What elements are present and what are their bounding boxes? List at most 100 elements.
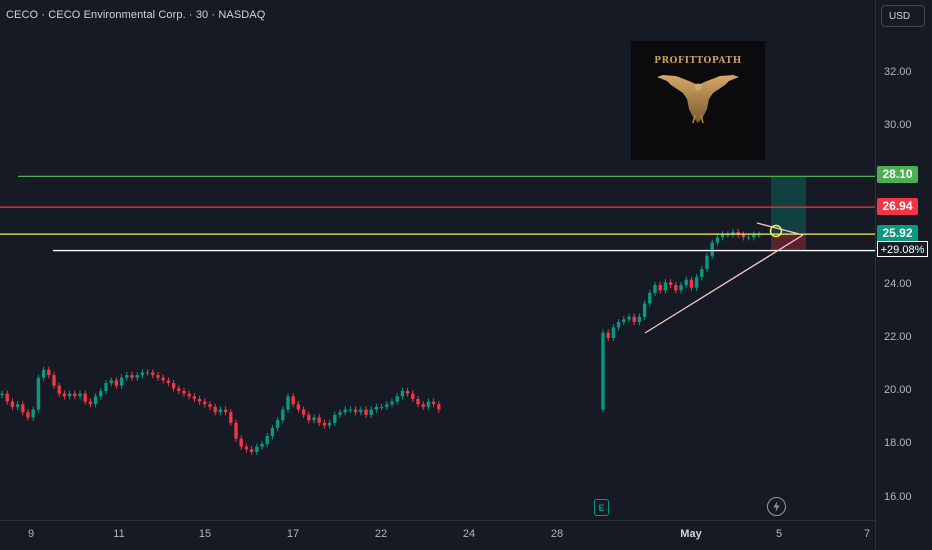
candle-body	[720, 234, 725, 238]
candle-body	[616, 322, 621, 328]
watermark-logo: PROFITTOPATH	[631, 41, 765, 160]
drawings-layer	[0, 175, 875, 334]
eagle-icon	[657, 75, 739, 124]
candle-body	[307, 414, 311, 421]
candle-body	[104, 383, 108, 391]
candle-body	[291, 396, 295, 405]
price-tick-label: 22.00	[884, 331, 912, 343]
candle-body	[437, 404, 441, 410]
candle-body	[249, 449, 254, 452]
candle-body	[161, 377, 165, 381]
earnings-marker-icon[interactable]: E	[594, 499, 609, 516]
symbol-title: CECO · CECO Environmental Corp. · 30 · N…	[6, 9, 266, 21]
candle-body	[622, 319, 626, 323]
candle-body	[41, 369, 46, 378]
time-tick-label: 11	[113, 528, 125, 540]
candle-body	[156, 375, 160, 378]
percent-change-label: +29.08%	[877, 241, 928, 257]
candle-body	[67, 393, 72, 397]
time-axis[interactable]	[0, 520, 875, 550]
candle-body	[746, 237, 751, 239]
candle-body	[395, 396, 399, 402]
candle-body	[431, 401, 436, 405]
candle-body	[62, 393, 67, 397]
candle-body	[223, 409, 228, 413]
candle-body	[57, 385, 61, 394]
candle-body	[327, 422, 332, 426]
time-tick-label: 5	[775, 528, 783, 540]
candle-body	[93, 396, 98, 405]
candle-body	[700, 269, 704, 278]
candle-body	[244, 446, 249, 450]
candle-body	[301, 409, 306, 415]
chart-canvas[interactable]: PROFITTOPATH CECO · CECO Environmental C…	[0, 0, 875, 520]
candle-body	[26, 412, 30, 418]
candle-body	[606, 332, 610, 338]
candle-body	[421, 404, 425, 407]
candle-body	[125, 375, 129, 378]
candle-body	[140, 372, 145, 376]
price-tick-label: 32.00	[884, 66, 912, 78]
candle-body	[359, 409, 363, 413]
chart-plot[interactable]	[0, 0, 875, 520]
candle-body	[601, 332, 605, 410]
candle-body	[171, 383, 176, 389]
candle-body	[78, 393, 82, 397]
price-tick-label: 18.00	[884, 437, 912, 449]
candle-body	[296, 404, 301, 410]
candle-body	[286, 396, 290, 410]
candle-body	[15, 404, 20, 407]
candle-body	[239, 438, 243, 447]
time-tick-label: 24	[462, 528, 476, 540]
candle-body	[281, 409, 285, 421]
current-price-label: 25.92	[877, 225, 918, 242]
red-level-price-label: 26.94	[877, 198, 918, 215]
candle-body	[109, 380, 113, 384]
price-axis[interactable]	[875, 0, 932, 550]
candle-body	[658, 285, 662, 291]
candle-body	[265, 436, 269, 444]
candle-body	[145, 372, 150, 374]
candle-body	[260, 444, 264, 447]
candle-body	[203, 401, 207, 405]
candle-body	[741, 234, 746, 238]
price-tick-label: 30.00	[884, 119, 912, 131]
candle-body	[73, 393, 77, 397]
currency-selector-button[interactable]: USD	[881, 5, 925, 27]
candle-body	[731, 232, 735, 235]
candle-body	[333, 414, 337, 423]
green-level-price-label: 28.10	[877, 166, 918, 183]
candle-body	[390, 401, 394, 405]
candle-body	[177, 388, 181, 391]
candle-body	[653, 285, 657, 293]
candle-body	[83, 393, 87, 402]
candle-body	[151, 372, 155, 376]
time-tick-label: 7	[863, 528, 871, 540]
dividend-marker-icon[interactable]	[767, 497, 786, 516]
candle-body	[642, 303, 647, 317]
logo-text: PROFITTOPATH	[654, 56, 742, 66]
candle-body	[705, 255, 709, 270]
candle-body	[47, 369, 51, 376]
candle-body	[648, 292, 652, 304]
candle-body	[213, 406, 217, 413]
candle-body	[726, 234, 730, 236]
time-tick-label: 17	[286, 528, 300, 540]
candle-body	[10, 401, 15, 407]
ascending-trendline	[644, 234, 804, 334]
candle-body	[312, 417, 316, 421]
candle-body	[411, 393, 415, 399]
candle-body	[36, 377, 41, 410]
currency-label: USD	[889, 10, 911, 22]
candle-body	[234, 422, 238, 439]
price-tick-label: 20.00	[884, 384, 912, 396]
candle-body	[322, 422, 327, 426]
candle-body	[218, 409, 223, 413]
candle-body	[353, 409, 358, 413]
candle-body	[255, 446, 259, 452]
candle-body	[710, 242, 714, 256]
candle-body	[632, 316, 636, 323]
candle-body	[611, 327, 616, 338]
candle-body	[119, 377, 124, 386]
candle-body	[400, 391, 405, 397]
